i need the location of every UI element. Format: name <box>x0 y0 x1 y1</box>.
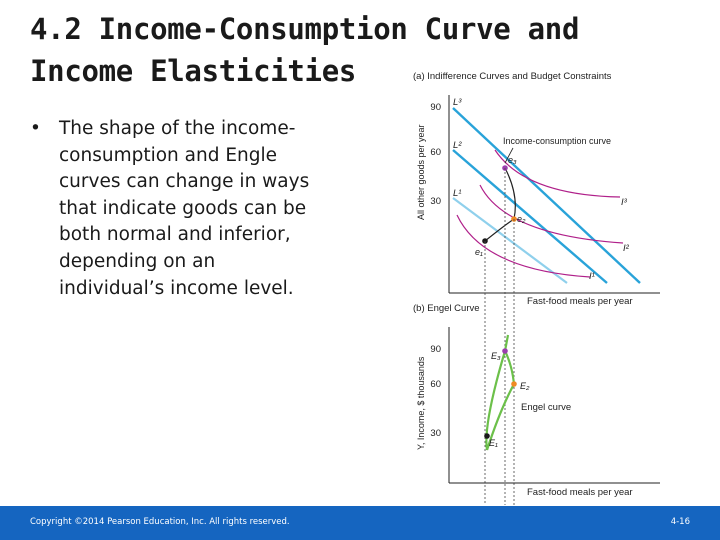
label-i2: I² <box>623 243 630 254</box>
budget-line-l2 <box>452 149 608 284</box>
panel-b-xlabel: Fast-food meals per year <box>527 487 633 498</box>
bullet-text: The shape of the income-consumption and … <box>59 118 310 299</box>
label-e1: e₁ <box>475 247 483 257</box>
panel-a-ytick-90: 90 <box>430 102 441 113</box>
panel-b-title: (b) Engel Curve <box>413 303 480 314</box>
point-E1 <box>484 433 490 439</box>
page-number: 4-16 <box>670 517 690 527</box>
copyright-text: Copyright ©2014 Pearson Education, Inc. … <box>30 517 290 527</box>
label-E2: E₂ <box>520 381 530 391</box>
label-l1: L¹ <box>453 188 461 199</box>
label-l3: L³ <box>453 97 462 108</box>
panel-b-ytick-30: 30 <box>430 428 441 439</box>
engel-curve-label: Engel curve <box>521 402 571 413</box>
label-e2: e₂ <box>517 214 526 224</box>
panel-b-ytick-60: 60 <box>430 379 441 390</box>
income-consumption-figure: (a) Indifference Curves and Budget Const… <box>413 71 660 505</box>
title-line-1: 4.2 Income-Consumption Curve and <box>30 12 580 46</box>
label-i1: I¹ <box>589 271 595 282</box>
indifference-curve-i1 <box>456 214 591 278</box>
title-line-2: Income Elasticities <box>30 54 357 88</box>
income-consumption-curve <box>484 167 516 242</box>
panel-a-ytick-30: 30 <box>430 196 441 207</box>
budget-line-l1 <box>452 197 568 284</box>
point-E3 <box>502 348 508 354</box>
point-E2 <box>511 381 517 387</box>
panel-a-title: (a) Indifference Curves and Budget Const… <box>413 71 612 82</box>
curve-label-pointer <box>504 147 514 164</box>
bullet-marker: • <box>30 118 41 139</box>
income-consumption-curve-label: Income-consumption curve <box>503 136 611 146</box>
panel-a-ylabel: All other goods per year <box>416 124 426 220</box>
budget-line-l3 <box>452 107 641 284</box>
panel-a-ytick-60: 60 <box>430 147 441 158</box>
panel-a-xlabel: Fast-food meals per year <box>527 296 633 307</box>
panel-b-ytick-90: 90 <box>430 344 441 355</box>
indifference-curve-i2 <box>479 184 624 244</box>
label-i3: I³ <box>621 197 628 208</box>
label-E3: E₃ <box>491 351 501 361</box>
engel-curve <box>485 334 510 451</box>
panel-b-ylabel: Y, Income, $ thousands <box>416 356 426 450</box>
point-e3 <box>502 165 508 171</box>
label-e3: e₃ <box>508 155 517 165</box>
indifference-curve-i3 <box>494 149 621 198</box>
slide-title: 4.2 Income-Consumption Curve and Income … <box>30 8 710 92</box>
footer-bar: Copyright ©2014 Pearson Education, Inc. … <box>0 506 720 540</box>
bullet-point: • The shape of the income-consumption an… <box>30 116 310 302</box>
label-l2: L² <box>453 140 462 151</box>
label-E1: E₁ <box>489 438 498 448</box>
